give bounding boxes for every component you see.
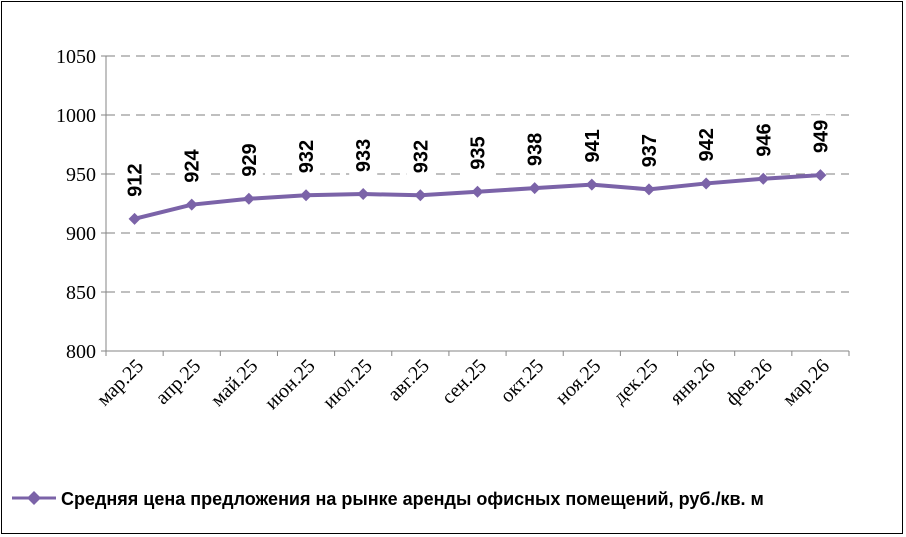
x-tick-label: мар.26 xyxy=(779,355,834,410)
legend: Средняя цена предложения на рынке аренды… xyxy=(12,489,764,509)
gridlines xyxy=(106,55,849,293)
data-point-marker xyxy=(642,183,655,196)
y-tick-label: 900 xyxy=(66,223,96,245)
data-point-marker xyxy=(585,178,598,191)
data-label-background xyxy=(692,123,721,168)
x-tick-label: июл.25 xyxy=(319,355,377,413)
data-label: 949 xyxy=(810,120,832,153)
data-label-background xyxy=(406,135,435,180)
y-tick-label: 1000 xyxy=(56,105,96,127)
y-tick-label: 850 xyxy=(66,282,96,304)
data-point-marker xyxy=(185,198,198,211)
data-label-background xyxy=(806,115,835,160)
data-point-marker xyxy=(757,172,770,185)
x-tick-label: сен.25 xyxy=(438,355,492,409)
x-tick-label: фев.26 xyxy=(721,355,776,410)
data-point-marker xyxy=(242,192,255,205)
data-label: 912 xyxy=(125,163,147,196)
data-label: 941 xyxy=(582,129,604,162)
x-tick-label: авг.25 xyxy=(383,355,433,405)
data-label: 938 xyxy=(525,133,547,166)
data-label: 937 xyxy=(639,134,661,167)
series-line xyxy=(128,169,827,225)
legend-label: Средняя цена предложения на рынке аренды… xyxy=(61,489,764,509)
data-label-background xyxy=(577,124,606,169)
data-label-background xyxy=(463,131,492,176)
data-label: 924 xyxy=(182,148,204,182)
data-label: 935 xyxy=(468,136,490,169)
x-tick-label: окт.25 xyxy=(496,355,548,407)
y-tick-label: 800 xyxy=(66,341,96,363)
data-point-marker xyxy=(414,189,427,202)
x-tick-label: мар.25 xyxy=(93,355,148,410)
data-label: 933 xyxy=(353,139,375,172)
data-label-background xyxy=(120,158,149,203)
data-point-marker xyxy=(814,169,827,182)
axes xyxy=(105,56,849,352)
data-label: 932 xyxy=(296,140,318,173)
data-label-background xyxy=(520,128,549,173)
data-label-background xyxy=(349,134,378,179)
y-axis-ticks: 800 850 900 950 1000 1050 xyxy=(56,46,106,363)
data-point-marker xyxy=(700,177,713,190)
x-tick-label: ноя.25 xyxy=(551,355,605,409)
data-point-marker xyxy=(357,188,370,201)
x-tick-label: июн.25 xyxy=(261,355,320,414)
legend-marker xyxy=(27,491,41,505)
data-label-background xyxy=(292,135,321,180)
data-label: 946 xyxy=(753,123,775,156)
data-label: 942 xyxy=(696,128,718,161)
data-point-marker xyxy=(471,185,484,198)
data-point-marker xyxy=(528,182,541,195)
data-label-background xyxy=(234,138,263,183)
x-tick-label: янв.26 xyxy=(666,355,720,409)
data-label: 929 xyxy=(239,143,261,176)
data-label-background xyxy=(749,118,778,163)
data-label: 932 xyxy=(410,140,432,173)
y-tick-label: 950 xyxy=(66,164,96,186)
x-tick-label: май.25 xyxy=(206,355,262,411)
data-point-marker xyxy=(300,189,313,202)
y-tick-label: 1050 xyxy=(56,46,96,68)
x-tick-label: дек.25 xyxy=(609,355,663,409)
x-tick-label: апр.25 xyxy=(151,355,205,409)
data-label-background xyxy=(634,129,663,174)
data-label-background xyxy=(177,144,206,189)
data-point-marker xyxy=(128,212,141,225)
data-labels: 912 924 929 932 933 932 935 938 941 937 942 946 949 xyxy=(120,115,835,203)
